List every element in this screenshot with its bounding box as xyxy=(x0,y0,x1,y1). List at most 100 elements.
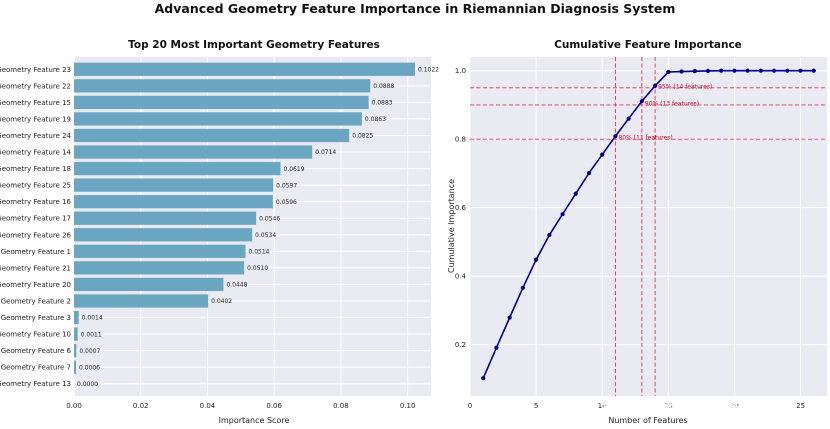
bar-value-label: 0.0714 xyxy=(315,149,336,156)
bar-value-label: 0.0883 xyxy=(372,100,393,107)
bar-value-label: 0.0514 xyxy=(248,249,269,256)
bar-value-label: 0.0448 xyxy=(226,282,247,289)
bar xyxy=(74,79,371,93)
bar-category-label: Geometry Feature 21 xyxy=(0,264,71,272)
line-point xyxy=(666,69,671,75)
bar xyxy=(74,161,281,176)
bar-category-label: Geometry Feature 20 xyxy=(0,281,71,289)
bar xyxy=(74,294,209,308)
threshold-label: 80% (11 features) xyxy=(618,135,672,142)
bar-value-label: 0.0510 xyxy=(247,265,268,272)
bar-value-label: 0.1022 xyxy=(418,66,439,73)
line-point xyxy=(745,68,750,73)
bar-category-label: Geometry Feature 16 xyxy=(0,198,72,206)
bar-category-label: Geometry Feature 10 xyxy=(0,331,71,339)
bar-x-tick-label: 0.00 xyxy=(66,402,82,410)
line-y-tick-label: 1.0 xyxy=(455,67,466,75)
bar xyxy=(74,244,246,258)
bar xyxy=(74,344,77,358)
line-x-tick-label: 0 xyxy=(468,402,472,410)
bar-value-label: 0.0000 xyxy=(77,381,98,388)
line-point xyxy=(798,68,803,73)
bar xyxy=(74,360,77,374)
line-chart-x-label: Number of Features xyxy=(608,416,687,425)
threshold-label: 95% (14 features) xyxy=(658,83,712,90)
line-y-tick-label: 0.8 xyxy=(455,136,466,144)
line-point xyxy=(547,232,552,238)
line-x-tick-label: 15 xyxy=(664,402,673,410)
line-chart-thresholds: 80% (11 features) 90% (13 features) 95% (1… xyxy=(470,57,827,396)
bar-value-label: 0.0888 xyxy=(373,83,394,90)
bar-category-label: Geometry Feature 15 xyxy=(0,99,71,107)
bar-category-label: Geometry Feature 19 xyxy=(0,115,71,123)
bar-category-label: Geometry Feature 26 xyxy=(0,231,72,239)
line-point xyxy=(626,116,631,121)
bar-value-label: 0.0534 xyxy=(255,232,276,239)
bar xyxy=(74,95,369,109)
line-chart-plot-area xyxy=(470,57,827,396)
bar-category-label: Geometry Feature 23 xyxy=(0,66,71,74)
line-point xyxy=(758,68,763,73)
line-chart-panel: Cumulative Feature Importance 80% (11 fe… xyxy=(447,39,827,425)
line-point xyxy=(679,69,684,74)
bar-chart-x-label: Importance Score xyxy=(219,416,290,425)
line-point xyxy=(613,134,618,139)
bar-chart-category-labels: Geometry Feature 23 Geometry Feature 22 Ge… xyxy=(0,66,72,388)
line-chart-y-label: Cumulative Importance xyxy=(447,179,456,273)
line-point xyxy=(494,345,499,350)
line-y-tick-label: 0.4 xyxy=(455,273,467,281)
line-point xyxy=(705,68,711,74)
bar-value-label: 0.0619 xyxy=(284,166,305,173)
bar-value-label: 0.0597 xyxy=(276,182,297,189)
line-point xyxy=(586,170,592,176)
bar-category-label: Geometry Feature 22 xyxy=(0,82,71,90)
line-x-tick-label: 5 xyxy=(534,402,538,410)
bar xyxy=(74,261,245,275)
line-chart-series xyxy=(481,68,816,381)
bar xyxy=(74,62,415,76)
line-y-tick-label: 0.2 xyxy=(455,341,466,349)
bar-value-label: 0.0825 xyxy=(352,133,373,140)
line-chart-y-ticks: 0.2 0.4 0.6 0.8 1.0 xyxy=(455,67,467,349)
line-chart-title: Cumulative Feature Importance xyxy=(554,39,742,51)
bar-category-label: Geometry Feature 25 xyxy=(0,182,71,190)
bar xyxy=(74,228,253,242)
bar-x-tick-label: 0.06 xyxy=(266,402,282,410)
bar-category-label: Geometry Feature 17 xyxy=(0,215,71,223)
bar xyxy=(74,277,224,292)
line-point xyxy=(732,68,737,73)
bar-category-label: Geometry Feature 18 xyxy=(0,165,71,173)
figure-suptitle: Advanced Geometry Feature Importance in … xyxy=(155,1,676,16)
bar-value-label: 0.0546 xyxy=(259,215,280,222)
line-point xyxy=(573,191,578,196)
bar-chart-bars xyxy=(74,62,415,374)
bar-value-label: 0.0007 xyxy=(79,348,100,355)
bar-x-tick-label: 0.04 xyxy=(200,402,216,410)
bar-value-label: 0.0596 xyxy=(276,199,297,206)
bar-category-label: Geometry Feature 2 xyxy=(1,297,71,305)
bar-category-label: Geometry Feature 13 xyxy=(0,380,71,388)
bar-value-label: 0.0011 xyxy=(81,331,102,338)
line-point xyxy=(560,212,565,217)
line-point xyxy=(534,257,539,262)
line-point xyxy=(507,315,512,320)
line-point xyxy=(772,68,777,73)
bar xyxy=(74,310,79,325)
bar-category-label: Geometry Feature 6 xyxy=(1,347,72,355)
threshold-label: 90% (13 features) xyxy=(645,100,699,107)
bar-category-label: Geometry Feature 14 xyxy=(0,149,72,157)
bar-chart-x-ticks: 0.00 0.02 0.04 0.06 0.08 0.10 xyxy=(66,402,415,410)
bar-chart-value-labels: 0.1022 0.0888 0.0883 0.0863 0.0825 0.0714 0.06… xyxy=(77,66,439,387)
bar xyxy=(74,327,78,341)
line-point xyxy=(719,68,724,73)
line-point xyxy=(481,376,486,381)
bar-x-tick-label: 0.10 xyxy=(400,402,416,410)
bar-value-label: 0.0402 xyxy=(211,298,232,305)
bar-value-label: 0.0014 xyxy=(82,315,103,322)
line-point xyxy=(785,68,790,73)
line-y-tick-label: 0.6 xyxy=(455,204,467,212)
bar-category-label: Geometry Feature 3 xyxy=(1,314,71,322)
line-x-tick-label: 25 xyxy=(796,402,805,410)
bar-x-tick-label: 0.08 xyxy=(333,402,349,410)
watermark-text: 知乎 @哥廷根数学学派 xyxy=(599,395,777,416)
